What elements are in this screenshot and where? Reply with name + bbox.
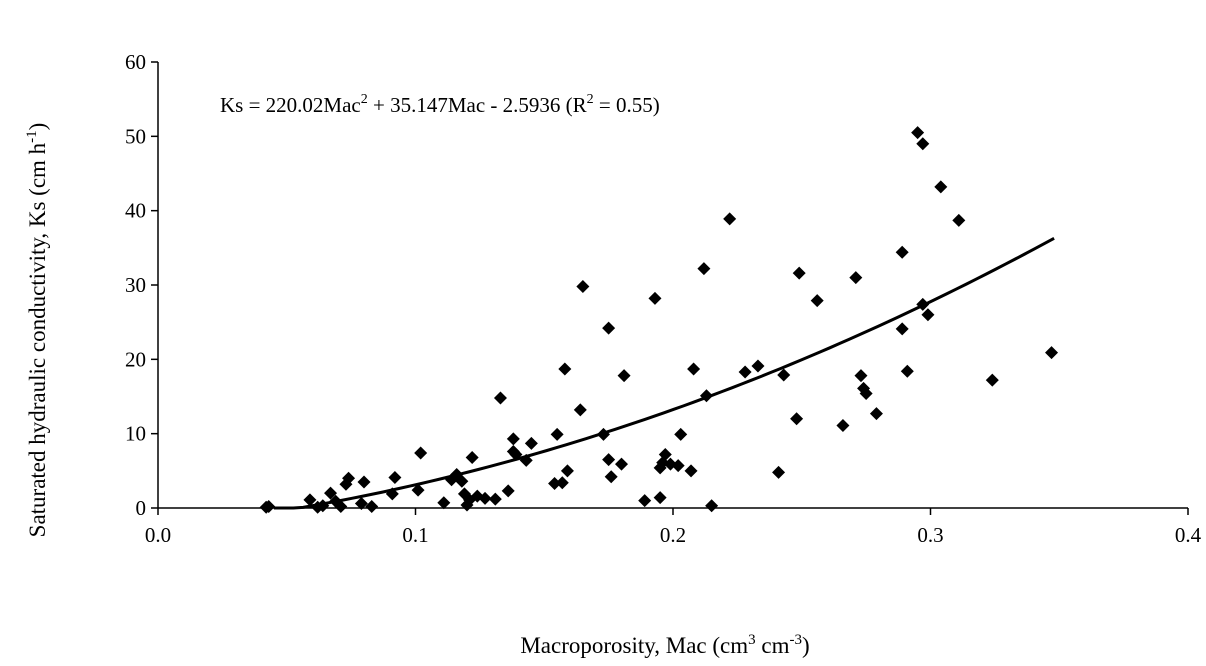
data-point xyxy=(854,369,868,383)
y-tick-label: 20 xyxy=(125,347,146,371)
data-point xyxy=(751,359,765,373)
tick-labels: 0 10 20 30 40 50 60 0.0 0.1 0.2 0.3 0.4 xyxy=(125,50,1202,547)
data-point xyxy=(674,427,688,441)
axes xyxy=(157,62,1188,509)
y-axis-title: Saturated hydraulic conductivity, Ks (cm… xyxy=(24,123,50,538)
data-point xyxy=(388,471,402,485)
data-point xyxy=(895,245,909,259)
data-point xyxy=(911,126,925,140)
data-point xyxy=(334,500,348,514)
x-tick-label: 0.4 xyxy=(1175,523,1202,547)
data-point xyxy=(671,459,685,473)
data-point xyxy=(548,476,562,490)
data-points xyxy=(259,126,1059,514)
data-point xyxy=(738,365,752,379)
trendline-equation: Ks = 220.02Mac2 + 35.147Mac - 2.5936 (R2… xyxy=(220,92,660,117)
data-point xyxy=(697,262,711,276)
data-point xyxy=(934,180,948,194)
data-point xyxy=(354,497,368,511)
data-point xyxy=(952,213,966,227)
data-point xyxy=(723,212,737,226)
data-point xyxy=(684,464,698,478)
data-point xyxy=(342,471,356,485)
data-point xyxy=(414,446,428,460)
data-point xyxy=(615,457,628,471)
data-point xyxy=(558,362,572,376)
data-point xyxy=(602,321,616,335)
data-point xyxy=(777,368,791,382)
data-point xyxy=(550,427,564,441)
data-point xyxy=(357,475,371,489)
data-point xyxy=(303,493,317,507)
data-point xyxy=(658,447,672,461)
data-point xyxy=(653,491,667,505)
data-point xyxy=(604,470,618,484)
data-point xyxy=(985,373,999,387)
data-point xyxy=(859,387,873,401)
data-point xyxy=(638,494,652,508)
data-point xyxy=(772,465,786,479)
y-tick-label: 50 xyxy=(125,124,146,148)
data-point xyxy=(493,391,507,405)
data-point xyxy=(916,137,930,151)
data-point xyxy=(836,418,850,432)
data-point xyxy=(648,291,662,305)
ticks xyxy=(151,61,1189,515)
y-tick-label: 0 xyxy=(136,496,147,520)
data-point xyxy=(1045,346,1059,360)
data-point xyxy=(573,403,587,417)
data-point xyxy=(501,484,515,498)
trendline xyxy=(273,236,1055,510)
data-point xyxy=(560,464,574,478)
data-point xyxy=(705,499,719,513)
y-tick-label: 10 xyxy=(125,422,146,446)
data-point xyxy=(810,294,824,308)
x-tick-label: 0.3 xyxy=(917,523,943,547)
x-tick-label: 0.2 xyxy=(660,523,686,547)
data-point xyxy=(365,500,379,514)
y-tick-label: 30 xyxy=(125,273,146,297)
data-point xyxy=(324,486,338,500)
data-point xyxy=(895,322,909,336)
x-axis-title: Macroporosity, Mac (cm3 cm-3) xyxy=(520,632,809,658)
data-point xyxy=(849,271,863,285)
data-point xyxy=(576,279,590,293)
data-point xyxy=(792,266,806,280)
y-tick-label: 60 xyxy=(125,50,146,74)
data-point xyxy=(437,496,451,510)
data-point xyxy=(555,476,569,490)
data-point xyxy=(900,364,914,378)
data-point xyxy=(524,436,538,450)
x-tick-label: 0.1 xyxy=(402,523,428,547)
data-point xyxy=(465,450,479,464)
y-tick-label: 40 xyxy=(125,199,146,223)
data-point xyxy=(411,483,425,497)
x-tick-label: 0.0 xyxy=(145,523,171,547)
data-point xyxy=(262,500,276,514)
data-point xyxy=(488,492,502,506)
data-point xyxy=(478,491,492,505)
data-point xyxy=(455,474,469,488)
data-point xyxy=(602,453,616,467)
data-point xyxy=(687,362,701,376)
data-point xyxy=(506,432,520,446)
data-point xyxy=(921,308,935,322)
data-point xyxy=(617,369,631,383)
data-point xyxy=(790,412,804,426)
data-point xyxy=(869,407,883,421)
